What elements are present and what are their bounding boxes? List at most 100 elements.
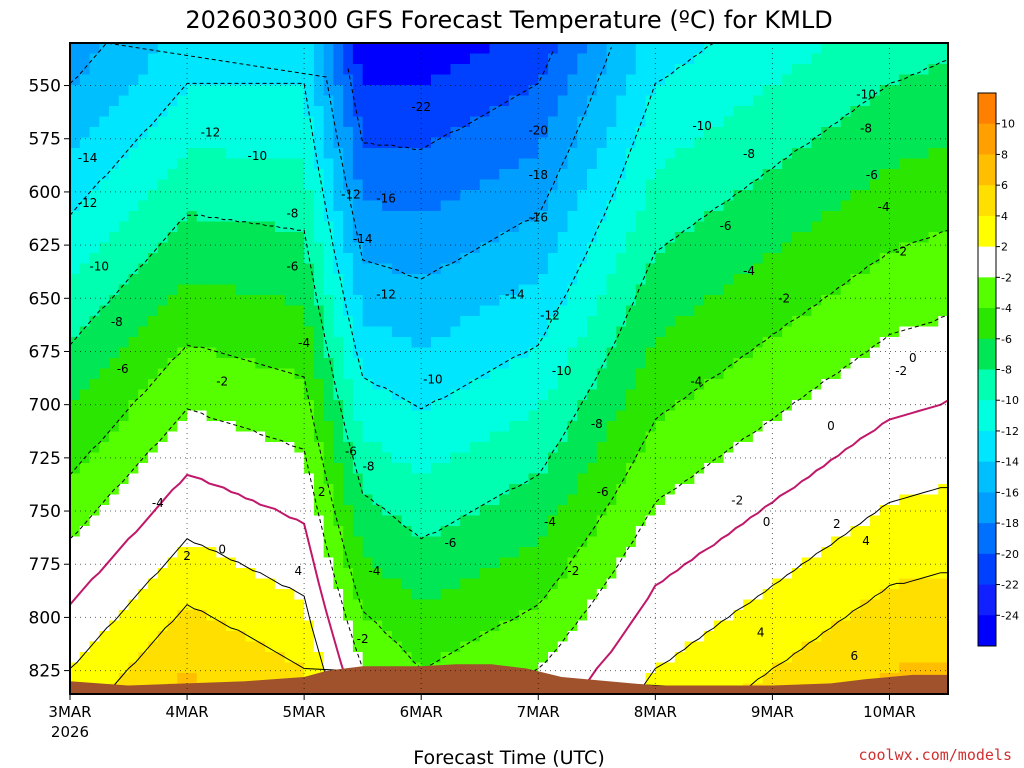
contour-label: -8 [111,315,123,329]
contour-label: 0 [827,419,835,433]
plot-frame [69,42,949,695]
colorbar-swatch [978,215,996,248]
contour-label: 2 [318,485,326,499]
contour-label: -4 [544,515,556,529]
x-tick-label: 4MAR [165,703,208,721]
contour-label: -4 [368,564,380,578]
colorbar-swatch [978,277,996,309]
contour-label: -16 [376,192,396,206]
contour-label: -6 [286,260,298,274]
colorbar-swatch [978,93,996,125]
contour-label: -12 [341,187,361,201]
contour-label: -6 [720,219,732,233]
colorbar-label: -20 [1001,548,1019,561]
x-tick-label: 3MAR [48,703,91,721]
colorbar-label: -4 [1001,302,1012,315]
colorbar-swatch [978,123,996,155]
contour-label: -10 [248,149,268,163]
contour-label: -16 [528,211,548,225]
colorbar-label: 2 [1001,241,1008,254]
colorbar-label: 6 [1001,179,1008,192]
contour-label: -8 [860,121,872,135]
contour-label: -10 [552,364,572,378]
contour-label: 4 [294,564,302,578]
x-axis: 3MAR 4MAR 5MAR 6MAR 7MAR 8MAR 9MAR 10MAR [48,694,916,721]
y-tick-label: 675 [29,342,61,362]
contour-label: -6 [444,536,456,550]
terrain-surface [70,664,948,694]
contour-label: -12 [376,287,396,301]
colorbar-swatch [978,338,996,370]
contour-label: -6 [866,168,878,182]
contour-label: -12 [78,196,98,210]
y-tick-label: 775 [29,555,61,575]
colorbar-label: 10 [1001,118,1015,131]
colorbar-label: -6 [1001,333,1012,346]
x-tick-label: 8MAR [634,703,677,721]
temperature-fill [70,43,948,694]
colorbar-swatch [978,492,996,524]
colorbar-swatch [978,246,996,278]
colorbar-label: -10 [1001,394,1019,407]
y-tick-label: 600 [29,183,61,203]
colorbar-swatch [978,553,996,586]
contour-label: -2 [778,292,790,306]
colorbar-swatch [978,523,996,555]
contour-label: -10 [692,119,712,133]
contour-label: -2 [567,564,579,578]
colorbar: 10 8 6 4 2 -2 -4 -6 -8 -10 -12 -14 -16 -18 -20 -22 -24 [977,92,1019,647]
x-tick-label: 6MAR [400,703,443,721]
contour-label: -18 [528,168,548,182]
contour-label: -6 [117,362,129,376]
y-tick-label: 800 [29,608,61,628]
x-axis-label: Forecast Time (UTC) [413,747,604,768]
contour-label: -6 [597,485,609,499]
x-tick-label: 9MAR [751,703,794,721]
contour-label: 0 [763,515,771,529]
colorbar-swatch [978,615,996,647]
colorbar-swatch [978,369,996,401]
contour-label: -8 [286,206,298,220]
colorbar-label: -22 [1001,579,1019,592]
colorbar-label: -12 [1001,425,1019,438]
contour-label: -10 [856,87,876,101]
y-tick-label: 750 [29,502,61,522]
plot-area [70,43,948,694]
x-year-label: 2026 [51,723,89,741]
y-tick-label: 550 [29,77,61,97]
y-tick-label: 650 [29,289,61,309]
colorbar-label: 8 [1001,148,1008,161]
colorbar-swatch [978,584,996,616]
contour-label: -14 [78,151,98,165]
contour-label: -12 [540,309,560,323]
y-tick-label: 825 [29,662,61,682]
x-tick-label: 7MAR [517,703,560,721]
y-tick-label: 575 [29,130,61,150]
contour-label: -4 [152,496,164,510]
contour-label: -12 [201,126,221,140]
x-tick-label: 5MAR [283,703,326,721]
contour-label: -4 [743,264,755,278]
colorbar-label: -16 [1001,486,1019,499]
contour-label: -8 [743,147,755,161]
chart-title: 2026030300 GFS Forecast Temperature (ºC)… [185,6,832,34]
contour-label: 6 [851,649,859,663]
contour-label: -4 [878,200,890,214]
contour-label: -20 [528,123,548,137]
colorbar-swatch [978,308,996,340]
colorbar-label: -24 [1001,609,1019,622]
contour-label: -2 [895,245,907,259]
colorbar-swatch [978,430,996,463]
contour-label: -10 [89,260,109,274]
y-tick-label: 625 [29,236,61,256]
contour-label: -6 [345,445,357,459]
colorbar-swatch [978,461,996,493]
contour-label: 0 [909,351,917,365]
colorbar-label: 4 [1001,210,1008,223]
contour-label: 4 [757,626,765,640]
x-tick-label: 10MAR [863,703,916,721]
contour-label: -10 [423,372,443,386]
contour-label: -22 [411,100,431,114]
contour-label: -2 [357,632,369,646]
